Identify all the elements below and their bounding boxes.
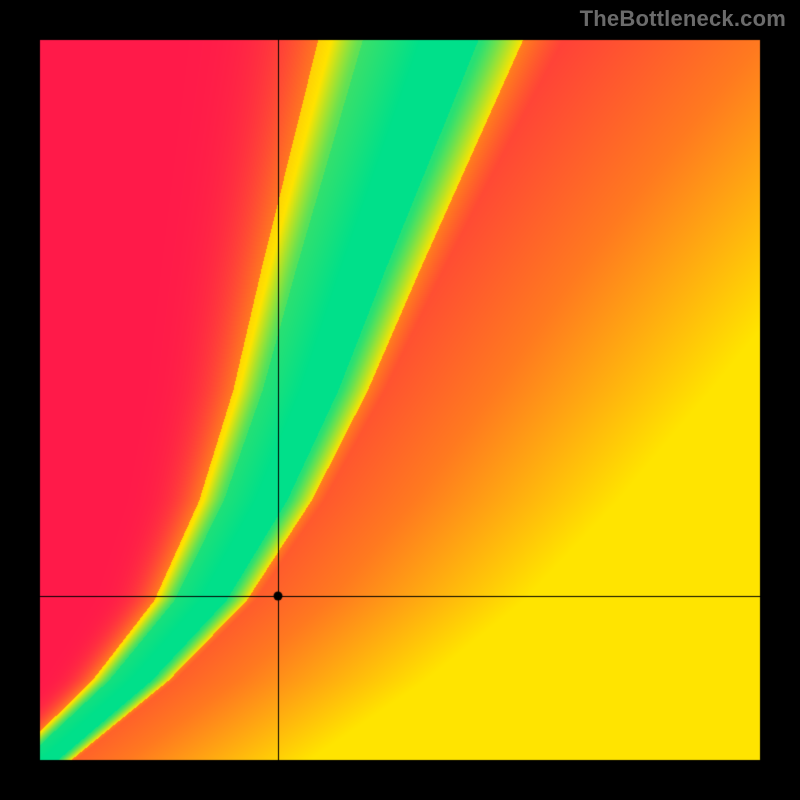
chart-container: TheBottleneck.com xyxy=(0,0,800,800)
watermark-text: TheBottleneck.com xyxy=(580,6,786,32)
heatmap-canvas xyxy=(0,0,800,800)
